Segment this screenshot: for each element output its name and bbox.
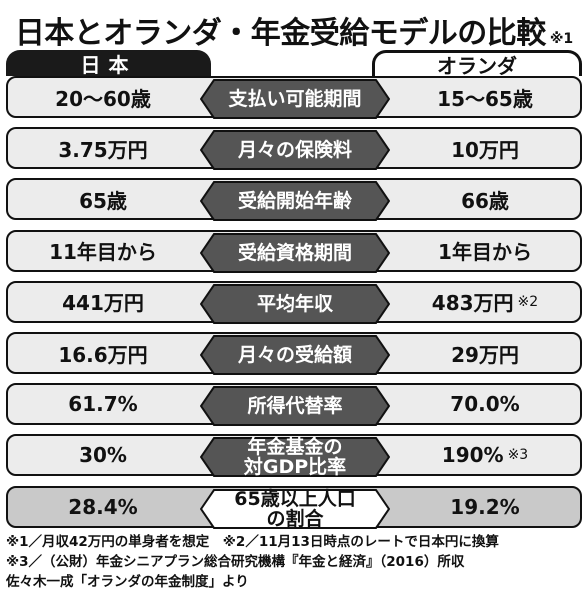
netherlands-value-cell: 66歳: [390, 180, 580, 218]
row-label-badge: 月々の受給額: [200, 335, 390, 375]
netherlands-value-cell: 29万円: [390, 334, 580, 372]
row-label: 受給開始年齢: [237, 190, 352, 213]
japan-value: 65歳: [79, 188, 127, 213]
netherlands-value-cell: 15〜65歳: [390, 78, 580, 116]
netherlands-value: 19.2%: [450, 494, 520, 519]
japan-value: 30%: [79, 443, 127, 468]
netherlands-column-header: オランダ: [372, 50, 582, 78]
footnote-line: ※1／月収42万円の単身者を想定 ※2／11月13日時点のレートで日本円に換算: [6, 534, 499, 550]
row-label-badge: 支払い可能期間: [200, 79, 390, 119]
japan-column-header: 日本: [6, 50, 211, 77]
title-text: 日本とオランダ・年金受給モデルの比較: [14, 16, 547, 51]
netherlands-value: 15〜65歳: [437, 86, 533, 111]
row-label-badge: 65歳以上人口 の割合: [200, 487, 390, 530]
table-row: 28.4% 65歳以上人口 の割合 19.2%: [6, 485, 582, 530]
table-row: 20〜60歳 支払い可能期間 15〜65歳: [6, 76, 582, 119]
netherlands-value-cell: 19.2%: [390, 488, 580, 526]
japan-value: 20〜60歳: [55, 86, 151, 111]
row-label: 年金基金の 対GDP比率: [243, 436, 347, 479]
footnote-line: ※3／（公財）年金シニアプラン総合研究機構『年金と経済』（2016）所収: [6, 554, 465, 570]
row-label-badge: 年金基金の 対GDP比率: [200, 436, 390, 479]
netherlands-footnote-mark: ※2: [517, 293, 539, 310]
table-row: 16.6万円 月々の受給額 29万円: [6, 332, 582, 375]
row-label: 月々の保険料: [237, 139, 352, 162]
table-row: 30% 年金基金の 対GDP比率 190% ※3: [6, 434, 582, 479]
netherlands-footnote-mark: ※3: [507, 447, 529, 464]
netherlands-value: 1年目から: [438, 240, 532, 265]
title-footnote-mark: ※1: [549, 31, 574, 47]
netherlands-value-cell: 483万円 ※2: [390, 283, 580, 321]
japan-value: 3.75万円: [58, 137, 148, 162]
footnote-line: 佐々木一成「オランダの年金制度」より: [6, 574, 249, 590]
row-label: 所得代替率: [247, 395, 343, 418]
row-label-badge: 受給開始年齢: [200, 181, 390, 222]
netherlands-value-cell: 1年目から: [390, 232, 580, 270]
japan-value: 61.7%: [68, 392, 138, 417]
japan-value: 16.6万円: [58, 342, 148, 367]
netherlands-value-cell: 10万円: [390, 129, 580, 167]
row-label: 月々の受給額: [237, 344, 352, 366]
netherlands-value: 190%: [441, 443, 504, 468]
netherlands-value: 483万円: [431, 291, 514, 316]
netherlands-value: 70.0%: [450, 392, 520, 417]
netherlands-value-cell: 190% ※3: [390, 436, 580, 474]
japan-value: 441万円: [62, 291, 144, 316]
row-label-badge: 所得代替率: [200, 386, 390, 427]
row-label: 受給資格期間: [237, 241, 352, 264]
netherlands-value: 66歳: [461, 188, 509, 213]
netherlands-value-cell: 70.0%: [390, 385, 580, 423]
row-label-badge: 月々の保険料: [200, 130, 390, 171]
row-label-badge: 受給資格期間: [200, 232, 390, 273]
table-row: 61.7% 所得代替率 70.0%: [6, 383, 582, 427]
japan-value: 28.4%: [68, 494, 138, 519]
row-label: 支払い可能期間: [228, 88, 362, 110]
chart-title: 日本とオランダ・年金受給モデルの比較 ※1: [6, 8, 582, 51]
table-row: 65歳 受給開始年齢 66歳: [6, 178, 582, 222]
footnotes: ※1／月収42万円の単身者を想定 ※2／11月13日時点のレートで日本円に換算 …: [6, 532, 584, 592]
table-row: 11年目から 受給資格期間 1年目から: [6, 229, 582, 273]
row-label: 平均年収: [256, 292, 333, 315]
netherlands-value: 10万円: [451, 137, 519, 162]
table-row: 441万円 平均年収 483万円 ※2: [6, 280, 582, 324]
japan-value: 11年目から: [49, 240, 157, 265]
row-label: 65歳以上人口 の割合: [234, 487, 356, 530]
table-row: 3.75万円 月々の保険料 10万円: [6, 127, 582, 171]
row-label-badge: 平均年収: [200, 283, 390, 324]
netherlands-value: 29万円: [451, 342, 519, 367]
